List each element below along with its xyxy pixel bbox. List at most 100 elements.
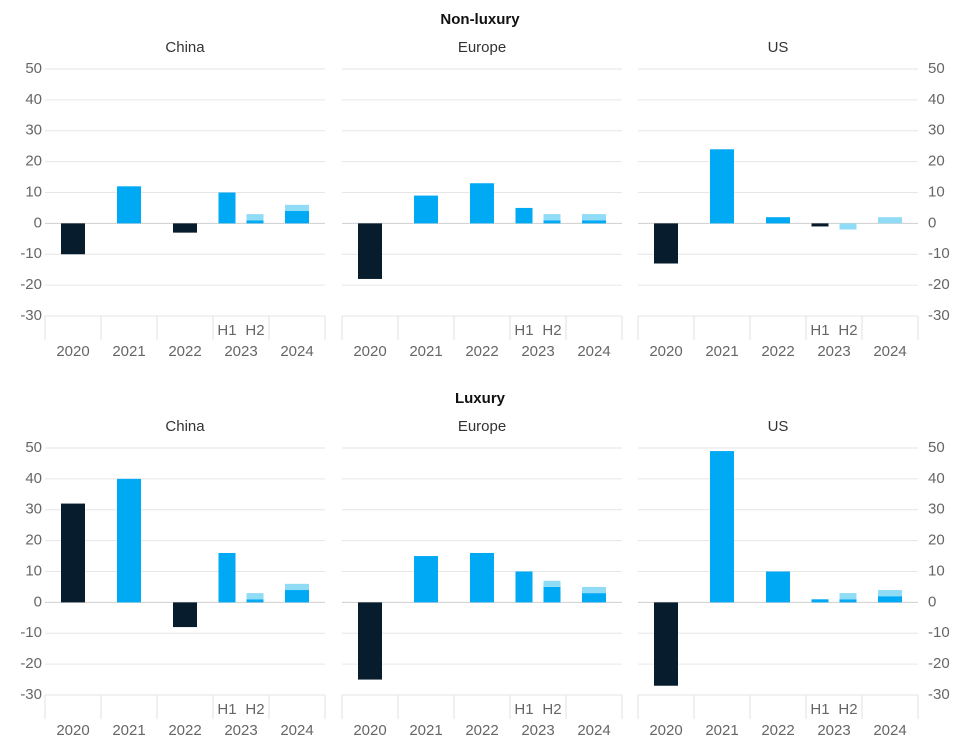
x-tick-label: 2023 (224, 722, 257, 738)
y-tick-label: 30 (928, 501, 945, 518)
x-tick-label: 2023 (521, 722, 554, 738)
y-tick-label: -10 (928, 245, 950, 262)
y-tick-label: 10 (928, 183, 945, 200)
y-tick-label: 40 (25, 91, 42, 108)
x-tick-label: 2021 (409, 722, 442, 738)
x-tick-label: 2022 (761, 343, 794, 360)
bar (246, 220, 264, 224)
y-tick-label: 50 (25, 439, 42, 456)
panel-title: Europe (458, 39, 506, 56)
y-tick-label: -10 (928, 624, 950, 641)
x-tick-label: 2021 (705, 722, 738, 738)
y-tick-label: 30 (25, 122, 42, 139)
x-tick-label: 2020 (56, 343, 89, 360)
y-tick-label: -30 (928, 686, 950, 703)
x-tick-label: 2024 (280, 722, 313, 738)
x-tick-label: 2024 (577, 722, 610, 738)
bar (285, 590, 309, 603)
y-tick-label: -20 (20, 276, 42, 293)
bar (414, 195, 438, 224)
y-tick-label: 0 (34, 593, 42, 610)
x-sub-label: H1 (217, 322, 236, 339)
y-tick-label: -10 (20, 245, 42, 262)
x-tick-label: 2023 (224, 343, 257, 360)
bar (285, 204, 309, 212)
x-sub-label: H1 (514, 322, 533, 339)
x-tick-label: 2021 (112, 722, 145, 738)
x-sub-label: H2 (838, 322, 857, 339)
bar (878, 596, 902, 603)
y-tick-label: 30 (25, 501, 42, 518)
x-tick-label: 2021 (112, 343, 145, 360)
bar (582, 593, 606, 603)
x-tick-label: 2020 (353, 722, 386, 738)
x-tick-label: 2022 (168, 343, 201, 360)
y-tick-label: 40 (928, 470, 945, 487)
y-tick-label: 40 (928, 91, 945, 108)
bar (654, 602, 678, 686)
y-tick-label: 20 (25, 532, 42, 549)
bar (839, 599, 857, 603)
y-tick-label: -20 (928, 276, 950, 293)
x-sub-label: H2 (542, 701, 561, 718)
bar (582, 214, 606, 221)
y-tick-label: 20 (25, 153, 42, 170)
y-tick-label: 20 (928, 153, 945, 170)
section-title: Non-luxury (440, 11, 520, 28)
bar (173, 223, 197, 233)
x-tick-label: 2022 (465, 343, 498, 360)
x-tick-label: 2021 (409, 343, 442, 360)
bar (470, 183, 494, 224)
bar (246, 214, 264, 221)
x-sub-label: H2 (245, 322, 264, 339)
x-tick-label: 2022 (761, 722, 794, 738)
x-sub-label: H1 (810, 322, 829, 339)
y-tick-label: 50 (25, 60, 42, 77)
bar (218, 192, 236, 224)
bar (173, 602, 197, 628)
bar (766, 217, 790, 224)
bar (582, 586, 606, 594)
x-tick-label: 2020 (649, 722, 682, 738)
x-tick-label: 2020 (56, 722, 89, 738)
bar (117, 186, 141, 224)
y-tick-label: -10 (20, 624, 42, 641)
y-tick-label: -30 (928, 307, 950, 324)
bar (246, 599, 264, 603)
bar (766, 571, 790, 603)
bar (470, 552, 494, 603)
panel-title: US (768, 418, 789, 435)
x-tick-label: 2023 (817, 343, 850, 360)
x-tick-label: 2022 (465, 722, 498, 738)
x-sub-label: H2 (838, 701, 857, 718)
bar (543, 580, 561, 587)
bar (878, 590, 902, 597)
x-sub-label: H2 (245, 701, 264, 718)
x-tick-label: 2023 (817, 722, 850, 738)
y-tick-label: 0 (928, 593, 936, 610)
bar (246, 593, 264, 600)
bar (358, 602, 382, 680)
x-tick-label: 2024 (280, 343, 313, 360)
bar (285, 211, 309, 224)
x-tick-label: 2024 (577, 343, 610, 360)
y-tick-label: 50 (928, 60, 945, 77)
y-tick-label: 20 (928, 532, 945, 549)
bar (878, 217, 902, 224)
bar (285, 583, 309, 591)
section-title: Luxury (455, 390, 506, 407)
panel-title: Europe (458, 418, 506, 435)
x-sub-label: H1 (514, 701, 533, 718)
x-tick-label: 2022 (168, 722, 201, 738)
bar (839, 593, 857, 600)
y-tick-label: 0 (34, 214, 42, 231)
y-tick-label: 0 (928, 214, 936, 231)
panel-title: China (165, 39, 205, 56)
x-tick-label: 2023 (521, 343, 554, 360)
x-sub-label: H1 (810, 701, 829, 718)
panel-title: China (165, 418, 205, 435)
bar (839, 223, 857, 230)
y-tick-label: 10 (928, 562, 945, 579)
bar (710, 451, 734, 603)
